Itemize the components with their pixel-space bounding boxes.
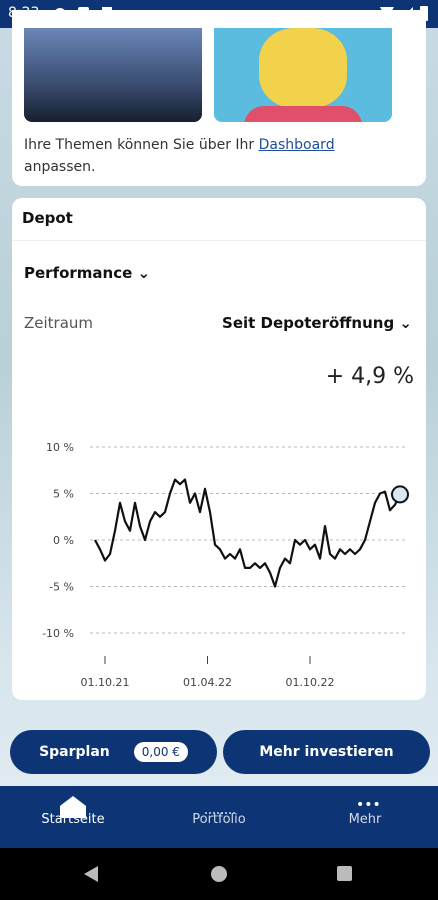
nav-home[interactable]: Startseite (41, 812, 105, 827)
label: Sparplan (39, 744, 110, 760)
text: anpassen. (24, 159, 96, 175)
text: Ihre Themen können Sie über Ihr (24, 137, 255, 153)
x-tick-label: 01.04.22 (183, 676, 232, 689)
period-label: Zeitraum (24, 314, 94, 332)
dashboard-link[interactable]: Dashboard (258, 137, 335, 153)
y-tick-label: 0 % (53, 534, 74, 547)
performance-dropdown[interactable]: Performance ⌄ (24, 264, 151, 282)
depot-title: Depot (22, 209, 73, 227)
y-tick-label: 5 % (53, 488, 74, 501)
x-tick-label: 01.10.21 (81, 676, 130, 689)
chart: 10 % 5 % 0 % -5 % -10 % 01.10.21 01.04.22 01.10… (42, 441, 409, 689)
face (259, 28, 347, 108)
city-image[interactable] (24, 28, 202, 122)
system-nav (0, 848, 438, 900)
home-icon (60, 796, 86, 818)
divider (12, 240, 426, 241)
period-dropdown[interactable]: Seit Depoteröffnung ⌄ (222, 314, 412, 332)
depot-card: Depot Performance ⌄ Zeitraum Seit Depote… (12, 198, 426, 700)
line (94, 478, 401, 588)
label: Mehr investieren (259, 744, 394, 760)
amount: 0,00 € (133, 742, 188, 762)
savings-plan-button[interactable]: Sparplan 0,00 € (10, 730, 217, 774)
home[interactable] (211, 866, 227, 882)
performance-value: + 4,9 % (325, 364, 414, 389)
nav-portfolio[interactable]: Portfolio (192, 812, 246, 827)
label: Performance (24, 264, 133, 282)
x-tick-label: 01.10.22 (286, 676, 335, 689)
recents[interactable] (337, 866, 352, 881)
shirt (244, 106, 362, 122)
back[interactable] (84, 866, 98, 882)
themes-card: Ihre Themen können Sie über Ihr Dashboar… (12, 10, 426, 186)
portfolio-icon (205, 800, 235, 814)
y-tick-label: -5 % (49, 581, 74, 594)
nav-more[interactable]: Mehr (348, 812, 382, 827)
more-icon: ••• (356, 797, 381, 813)
y-tick-label: 10 % (46, 441, 74, 454)
end-point (391, 485, 409, 504)
themes-text: Ihre Themen können Sie über Ihr Dashboar… (24, 134, 404, 178)
y-tick-label: -10 % (42, 627, 74, 640)
einstein-image[interactable] (214, 28, 392, 122)
invest-button[interactable]: Mehr investieren (223, 730, 430, 774)
label: Seit Depoteröffnung (222, 314, 395, 332)
